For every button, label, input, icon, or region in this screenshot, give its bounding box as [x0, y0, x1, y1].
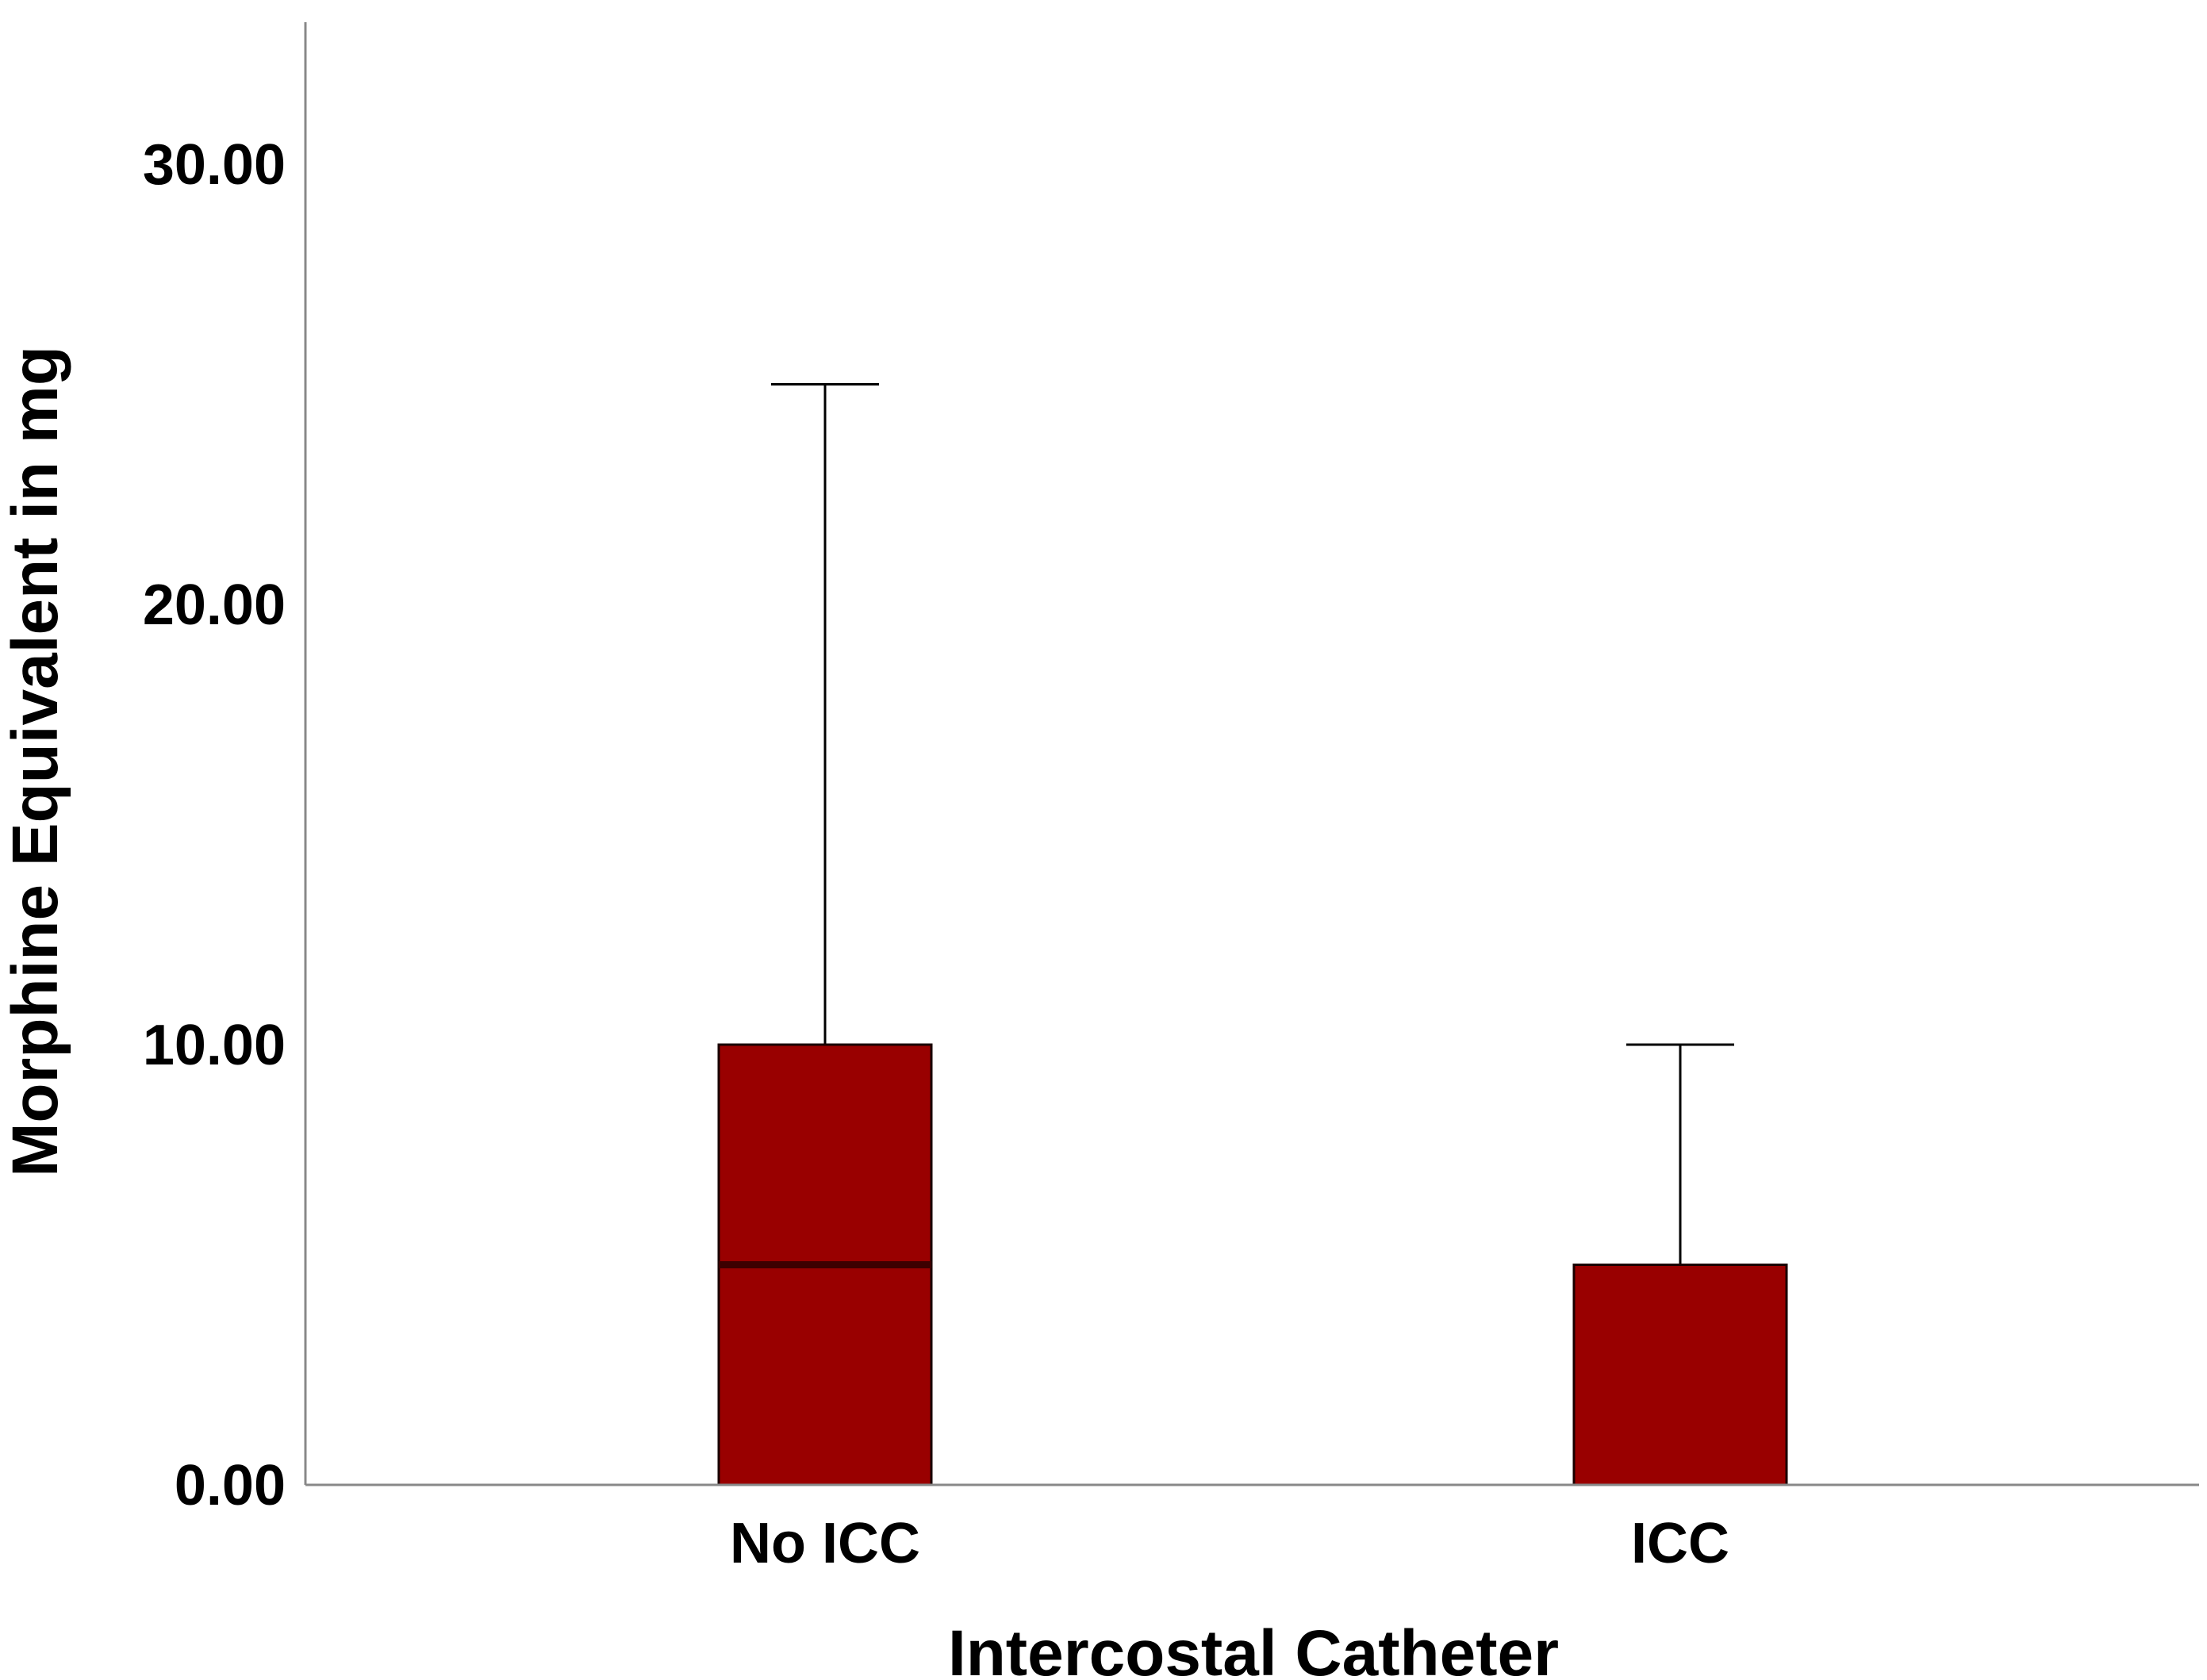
- y-tick-label: 30.00: [143, 133, 286, 197]
- x-axis: No ICC ICC: [305, 1483, 2199, 1575]
- x-tick-label: ICC: [1631, 1512, 1729, 1575]
- y-tick-label: 10.00: [143, 1014, 286, 1077]
- box-plot-1: [717, 383, 933, 1486]
- box: [1572, 1264, 1788, 1486]
- y-axis: 0.00 10.00 20.00 30.00: [143, 22, 307, 1517]
- y-tick-label: 0.00: [175, 1454, 286, 1517]
- y-axis-title: Morphine Equivalent in mg: [0, 346, 71, 1177]
- x-axis-title: Intercostal Catheter: [948, 1617, 1559, 1680]
- y-tick-label: 20.00: [143, 573, 286, 637]
- x-tick-label: No ICC: [730, 1512, 920, 1575]
- plot-area: [717, 383, 1788, 1486]
